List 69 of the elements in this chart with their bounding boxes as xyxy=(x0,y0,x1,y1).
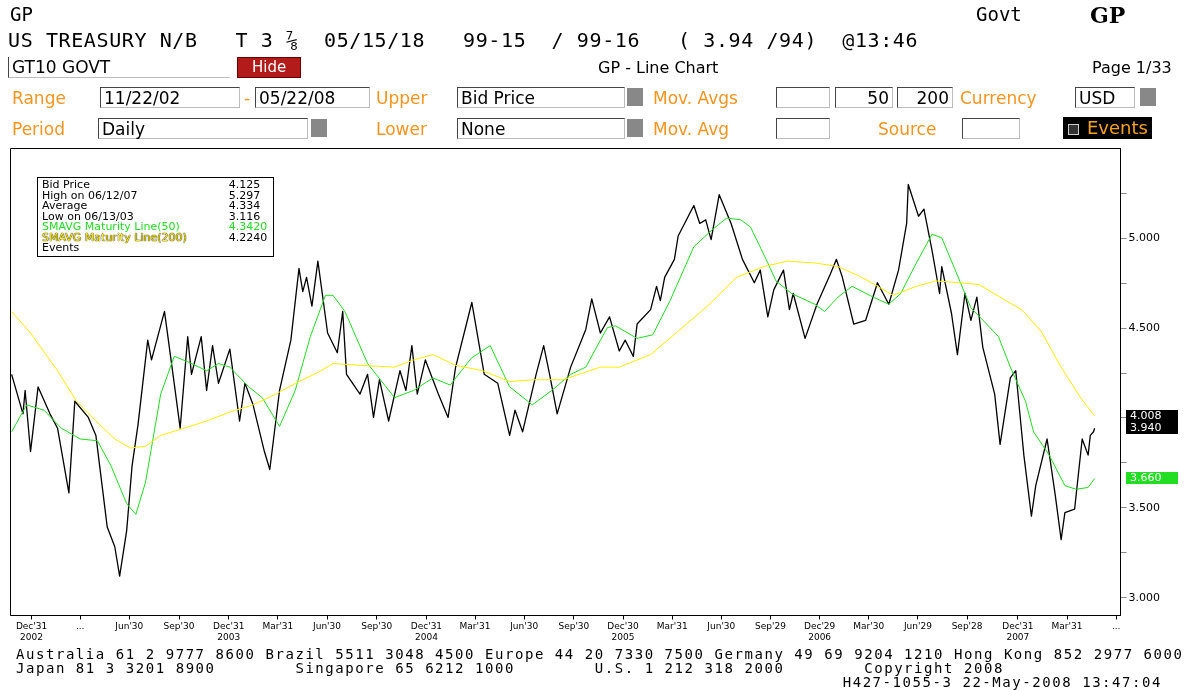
x-tick-label: Dec'31 2002 xyxy=(15,620,48,642)
x-tick-label: Mar'30 xyxy=(853,620,885,631)
text: Govt xyxy=(976,3,1022,25)
text: Period xyxy=(12,119,66,139)
x-tick-label: Dec'31 2004 xyxy=(410,620,443,642)
text: GP xyxy=(10,3,33,25)
x-tick-label: Jun'30 xyxy=(312,620,342,631)
text: Bid Price xyxy=(457,87,625,108)
text: Daily xyxy=(98,118,308,139)
x-tick-label: Mar'31 xyxy=(656,620,688,631)
x-tick-label: Dec'31 2007 xyxy=(1002,620,1034,642)
line-series xyxy=(11,260,1096,449)
x-tick-label: ... xyxy=(1111,620,1121,631)
x-tick-label: Mar'31 xyxy=(1051,620,1083,631)
text: None xyxy=(457,118,625,139)
x-tick-label: Jun'30 xyxy=(114,620,144,631)
text: 3.940 xyxy=(1126,421,1178,435)
text: Mov. Avgs xyxy=(653,88,738,108)
text: Source xyxy=(878,119,937,139)
x-tick-label: Sep'30 xyxy=(163,620,195,631)
x-tick-label: Dec'29 2006 xyxy=(803,620,836,642)
annotation: 4.2240 xyxy=(227,230,269,244)
x-tick-label: ... xyxy=(75,620,85,631)
text: - xyxy=(244,88,251,108)
text: Mov. Avg xyxy=(653,119,730,139)
x-tick-label: Jun'29 xyxy=(902,620,933,631)
text: Hide xyxy=(237,57,302,78)
annotation: 4.125 xyxy=(227,178,262,191)
x-tick-label: Sep'28 xyxy=(951,620,983,631)
annotation: 4.3420 xyxy=(227,220,269,233)
text: H427-1055-3 22-May-2008 13:47:04 xyxy=(842,674,1162,690)
text: USD xyxy=(1075,87,1135,108)
text: 11/22/02 xyxy=(100,87,240,108)
annotation: 4.334 xyxy=(227,199,262,212)
x-tick-label: Mar'31 xyxy=(262,620,294,631)
x-tick-label: Sep'30 xyxy=(361,620,393,631)
annotation: 3.116 xyxy=(227,209,261,223)
annotation: 5.297 xyxy=(227,188,262,202)
x-tick-label: Sep'30 xyxy=(558,620,590,631)
text: Australia 61 2 9777 8600 Brazil 5511 3048 4500 Europe 44 20 7330 7500 Germany 49 69 9204 1210 Hong Kong 852 2977 6000 xyxy=(16,646,1184,662)
text: Upper xyxy=(376,88,428,108)
x-tick-label: Sep'29 xyxy=(755,620,787,631)
text: Currency xyxy=(960,88,1037,108)
text: Lower xyxy=(376,119,427,139)
text: 4.008 xyxy=(1126,408,1178,422)
y-tick-label: 4.500 xyxy=(1128,321,1160,335)
x-tick-label: Dec'31 2003 xyxy=(213,620,245,642)
x-tick-label: Jun'30 xyxy=(509,620,539,631)
x-tick-label: Dec'30 2005 xyxy=(607,620,639,642)
chart-title: GP - Line Chart xyxy=(598,58,719,77)
x-tick-label: Jun'30 xyxy=(706,620,736,631)
text: Bid Price xyxy=(42,178,91,191)
text: 200 xyxy=(897,87,953,108)
annotation: High on 06/12/07 xyxy=(42,188,139,202)
text: 50 xyxy=(835,87,893,108)
text: GT10 GOVT xyxy=(8,57,230,78)
annotation: Events xyxy=(42,241,81,254)
text: 3.660 xyxy=(1126,471,1178,485)
text: 05/22/08 xyxy=(255,87,370,108)
text: Events xyxy=(1063,117,1152,139)
y-tick-label: 3.000 xyxy=(1128,590,1160,604)
y-tick-label: 3.500 xyxy=(1128,500,1160,514)
x-tick-label: Mar'31 xyxy=(459,620,491,631)
text: Range xyxy=(12,88,66,108)
text: GP xyxy=(1090,2,1126,28)
text: Page 1/33 xyxy=(1092,58,1172,77)
chart-subtitle: US TREASURY N/B T 3 ⅞ 05/15/18 99-15 / 99-16 ( 3.94 /94) @13:46 xyxy=(8,28,919,52)
y-tick-label: 5.000 xyxy=(1128,231,1160,245)
text: SMAVG Maturity Line(50) xyxy=(42,220,181,233)
